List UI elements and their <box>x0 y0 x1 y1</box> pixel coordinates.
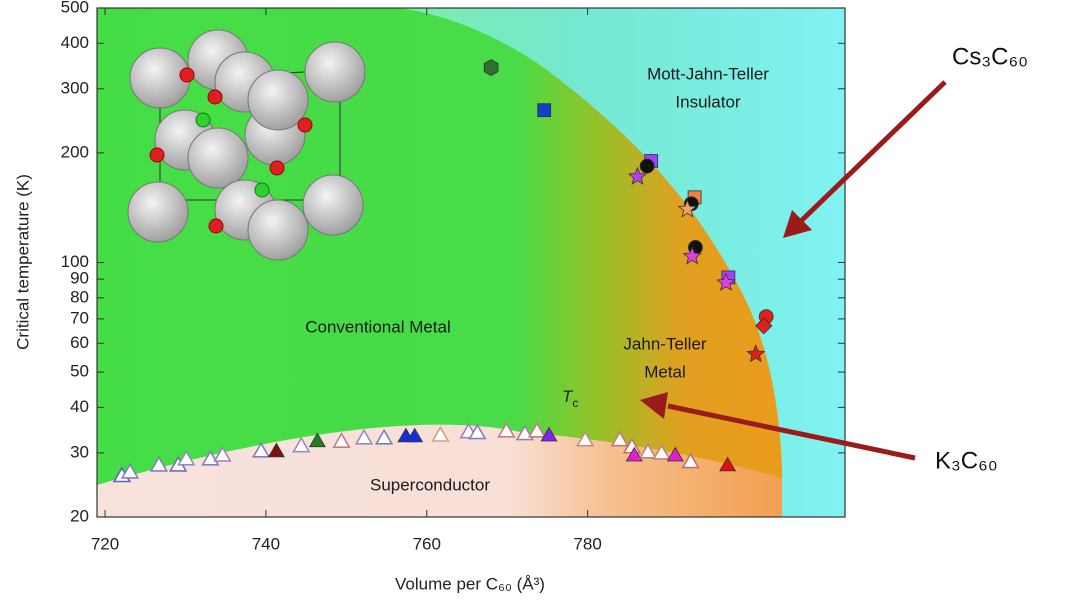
marker <box>639 158 655 174</box>
marker <box>719 456 737 472</box>
marker <box>627 166 647 185</box>
region-label: Superconductor <box>370 475 490 494</box>
y-axis-title: Critical temperature (K) <box>13 174 32 350</box>
marker <box>213 445 232 462</box>
y-tick-label: 60 <box>70 333 89 352</box>
marker <box>682 246 702 265</box>
marker <box>483 59 499 77</box>
region-label: Metal <box>644 362 686 381</box>
marker <box>537 103 552 118</box>
y-tick-label: 500 <box>61 0 89 16</box>
marker <box>431 425 450 442</box>
marker <box>374 428 394 445</box>
x-axis-title: Volume per C₆₀ (Å³) <box>395 574 545 593</box>
arrows <box>640 80 947 461</box>
marker <box>267 442 285 458</box>
region-label: Conventional Metal <box>305 317 451 336</box>
tc-symbol: T <box>562 387 574 406</box>
marker <box>406 427 424 443</box>
marker <box>468 423 487 440</box>
y-tick-label: 100 <box>61 252 89 271</box>
marker <box>755 317 773 335</box>
y-tick-label: 40 <box>70 397 89 416</box>
marker <box>677 199 697 218</box>
x-tick-label: 780 <box>573 534 601 553</box>
marker <box>177 449 196 466</box>
annotation: Cs₃C₆₀ <box>952 43 1028 70</box>
marker <box>576 430 595 447</box>
marker <box>527 421 547 438</box>
y-tick-label: 90 <box>70 269 89 288</box>
y-tick-label: 70 <box>70 308 89 327</box>
crystal-inset <box>127 29 366 261</box>
x-tick-label: 760 <box>413 534 441 553</box>
marker <box>746 344 766 363</box>
marker <box>149 455 169 472</box>
y-tick-label: 30 <box>70 442 89 461</box>
y-tick-label: 400 <box>61 33 89 52</box>
annotation: K₃C₆₀ <box>935 447 998 474</box>
marker <box>251 441 271 458</box>
marker <box>666 446 684 462</box>
marker <box>681 452 700 469</box>
marker <box>308 432 326 448</box>
y-tick-label: 80 <box>70 287 89 306</box>
y-tick-label: 20 <box>70 506 89 525</box>
marker <box>354 428 374 445</box>
marker <box>652 443 671 460</box>
background <box>97 8 845 517</box>
region-label: Insulator <box>675 92 741 111</box>
superconductor-region <box>97 424 782 517</box>
region-label: Jahn-Teller <box>623 334 706 353</box>
tc-label: Tc <box>562 387 578 410</box>
marker <box>638 442 658 459</box>
y-tick-label: 300 <box>61 78 89 97</box>
marker <box>610 430 629 447</box>
marker <box>625 446 643 462</box>
x-tick-label: 720 <box>91 534 119 553</box>
marks <box>112 59 774 483</box>
marker <box>120 462 140 479</box>
marker <box>292 436 311 453</box>
marker <box>716 272 736 291</box>
marker <box>497 421 516 438</box>
marker <box>332 432 351 449</box>
x-tick-label: 740 <box>252 534 280 553</box>
tc-subscript: c <box>572 396 578 410</box>
region-label: Mott-Jahn-Teller <box>647 64 769 83</box>
marker <box>540 426 558 442</box>
y-tick-label: 50 <box>70 362 89 381</box>
y-tick-label: 200 <box>61 142 89 161</box>
insulator-region <box>400 8 845 517</box>
